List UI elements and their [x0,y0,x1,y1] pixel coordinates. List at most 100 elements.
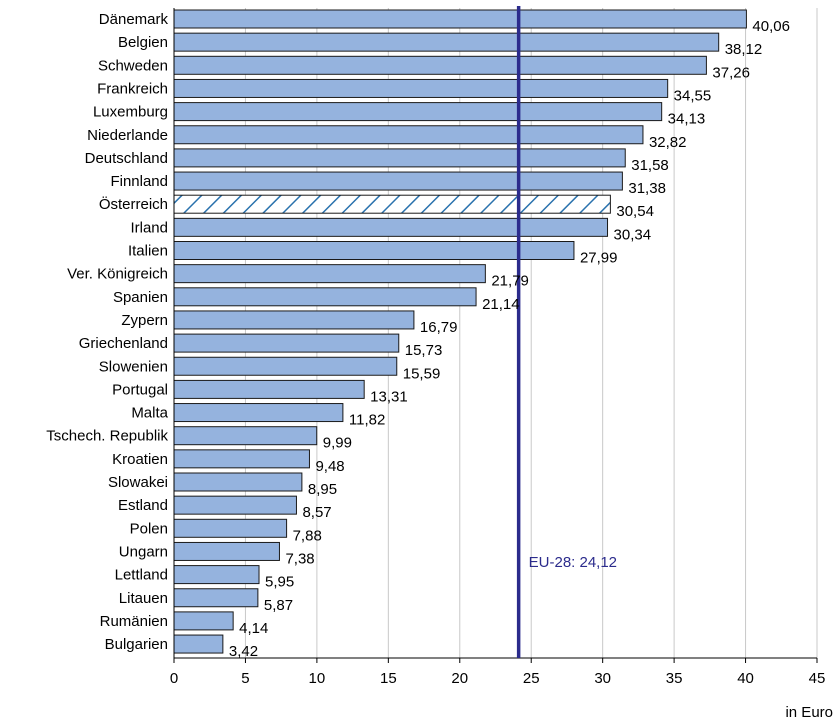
bar [173,194,611,214]
category-label: Schweden [98,57,168,74]
category-label: Irland [130,219,168,236]
value-label: 32,82 [649,134,687,151]
x-tick-label: 15 [380,670,397,687]
bar [173,403,344,423]
x-tick-label: 0 [170,670,178,687]
value-label: 38,12 [725,41,763,58]
x-tick-label: 30 [594,670,611,687]
category-label: Zypern [121,312,168,329]
category-label: Spanien [113,289,168,306]
value-label: 31,38 [628,180,666,197]
x-tick-label: 35 [666,670,683,687]
category-label: Deutschland [85,150,168,167]
x-tick-label: 25 [523,670,540,687]
bar [173,125,644,145]
value-label: 34,13 [668,111,706,128]
category-label: Polen [130,520,168,537]
bar [173,495,297,515]
bar [173,310,415,330]
value-label: 5,87 [264,597,293,614]
axes: 0 5 10 15 20 25 30 35 40 45 in Euro [170,8,833,721]
value-label: 3,42 [229,643,258,660]
value-label: 8,95 [308,481,337,498]
value-label: 21,14 [482,296,520,313]
value-label: 31,58 [631,157,669,174]
value-label: 11,82 [349,412,385,429]
category-label: Kroatien [112,451,168,468]
x-tick-label: 5 [241,670,249,687]
bar [173,518,288,538]
value-label: 30,34 [614,226,652,243]
bar [173,634,224,654]
value-label: 5,95 [265,574,294,591]
bar [173,541,280,561]
value-label: 34,55 [674,87,712,104]
reference-line-group: EU-28: 24,12 [516,6,617,658]
category-label: Österreich [99,195,168,213]
bar [173,217,609,237]
value-label: 4,14 [239,620,268,637]
eu-average-label: EU-28: 24,12 [529,554,617,571]
value-label: 9,48 [315,458,344,475]
category-label: Estland [118,497,168,514]
x-tick-label: 20 [451,670,468,687]
category-label: Dänemark [99,11,169,28]
bar [173,78,669,98]
bar [173,9,747,29]
category-label: Griechenland [79,335,168,352]
category-label: Niederlande [87,127,168,144]
value-label: 37,26 [712,64,750,81]
value-label: 21,79 [491,273,529,290]
bar [173,102,663,122]
bar [173,264,486,284]
x-tick-label: 45 [809,670,826,687]
category-label: Luxemburg [93,104,168,121]
category-label: Frankreich [97,80,168,97]
value-label: 30,54 [616,203,654,220]
labels: Dänemark 40,06 Belgien 38,12 Schweden 37,26 Fr… [46,11,790,660]
bar [173,565,260,585]
bar [173,379,365,399]
bar [173,148,626,168]
category-label: Litauen [119,590,168,607]
value-label: 9,99 [323,435,352,452]
category-label: Rumänien [100,613,168,630]
bar [173,472,303,492]
category-label: Slowakei [108,474,168,491]
value-label: 13,31 [370,388,408,405]
value-label: 27,99 [580,250,618,267]
value-label: 15,73 [405,342,443,359]
bar [173,287,477,307]
category-label: Lettland [115,567,168,584]
category-label: Portugal [112,381,168,398]
x-tick-label: 10 [309,670,326,687]
bar [173,171,623,191]
category-label: Malta [131,405,168,422]
bar [173,449,310,469]
value-label: 7,88 [293,527,322,544]
category-label: Tschech. Republik [46,428,168,445]
category-label: Bulgarien [105,636,168,653]
bar [173,356,398,376]
value-label: 16,79 [420,319,458,336]
bar [173,333,400,353]
category-label: Ungarn [119,543,168,560]
category-label: Belgien [118,34,168,51]
category-label: Ver. Königreich [67,266,168,283]
bar [173,55,707,75]
bar [173,32,720,52]
value-label: 7,38 [285,550,314,567]
bar [173,426,318,446]
bar [173,241,575,260]
x-axis-unit-label: in Euro [785,704,833,721]
value-label: 15,59 [403,365,441,382]
value-label: 40,06 [752,18,790,35]
value-label: 8,57 [302,504,331,521]
category-label: Slowenien [99,358,168,375]
bar [173,611,234,631]
bar [173,588,259,608]
category-label: Italien [128,243,168,260]
x-tick-label: 40 [737,670,754,687]
category-label: Finnland [110,173,168,190]
